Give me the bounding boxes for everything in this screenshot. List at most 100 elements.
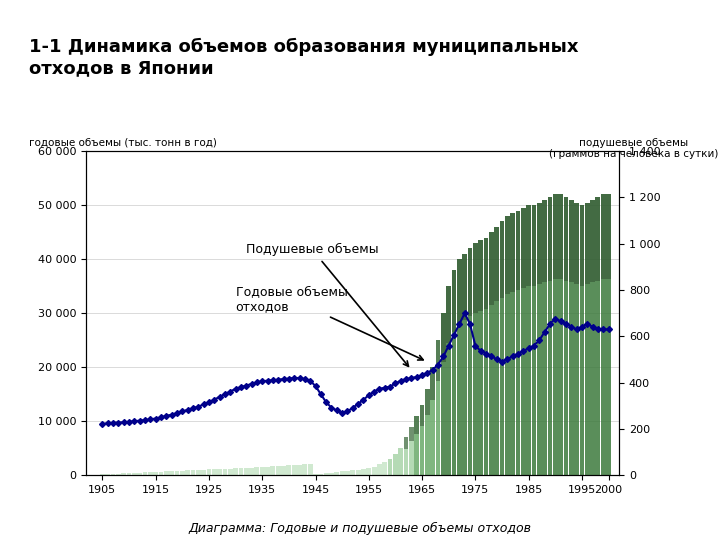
Bar (138, 472, 142, 475)
Bar (414, 416, 419, 475)
Bar (431, 367, 435, 475)
Bar (521, 208, 526, 475)
Bar (143, 472, 148, 475)
Bar (574, 202, 579, 475)
Bar (116, 474, 121, 475)
Bar (516, 211, 521, 290)
Bar (307, 464, 312, 475)
Bar (372, 467, 377, 475)
Bar (531, 205, 536, 286)
Bar (473, 243, 478, 313)
Bar (510, 213, 515, 475)
Bar (547, 197, 552, 280)
Bar (467, 248, 472, 316)
Bar (287, 465, 292, 475)
Bar (127, 473, 132, 475)
Bar (414, 416, 419, 434)
Bar (254, 467, 259, 475)
Bar (409, 427, 414, 475)
Bar (271, 467, 275, 475)
Bar (158, 472, 163, 475)
Text: Годовые объемы
отходов: Годовые объемы отходов (235, 285, 423, 360)
Bar (446, 286, 451, 475)
Bar (265, 467, 270, 475)
Bar (238, 468, 243, 475)
Bar (441, 313, 446, 362)
Bar (260, 467, 265, 475)
Bar (436, 340, 441, 381)
Bar (329, 472, 334, 475)
Bar (398, 448, 403, 475)
Bar (606, 194, 611, 475)
Bar (569, 200, 574, 475)
Bar (340, 471, 345, 475)
Bar (494, 227, 499, 301)
Bar (313, 474, 318, 475)
Bar (451, 270, 456, 475)
Bar (462, 254, 467, 320)
Bar (185, 470, 190, 475)
Bar (196, 470, 201, 475)
Bar (249, 468, 254, 475)
Bar (478, 240, 483, 310)
Bar (505, 216, 510, 475)
Bar (431, 367, 435, 400)
Bar (553, 194, 558, 475)
Bar (580, 205, 585, 475)
Bar (302, 464, 307, 475)
Bar (590, 200, 595, 475)
Bar (574, 202, 579, 284)
Bar (489, 232, 494, 305)
Bar (585, 202, 590, 284)
Bar (121, 473, 126, 475)
Bar (276, 466, 281, 475)
Bar (404, 437, 408, 449)
Bar (494, 227, 499, 475)
Bar (531, 205, 536, 475)
Bar (558, 194, 563, 279)
Bar (233, 468, 238, 475)
Text: Подушевые объемы: Подушевые объемы (246, 244, 408, 366)
Bar (500, 221, 505, 475)
Bar (526, 205, 531, 475)
Bar (500, 221, 505, 298)
Bar (478, 240, 483, 475)
Bar (446, 286, 451, 343)
Bar (484, 238, 488, 309)
Bar (222, 469, 228, 475)
Bar (516, 211, 521, 475)
Bar (409, 427, 414, 441)
Bar (420, 405, 425, 475)
Bar (366, 468, 372, 475)
Bar (217, 469, 222, 475)
Text: 1-1 Динамика объемов образования муниципальных
отходов в Японии: 1-1 Динамика объемов образования муницип… (29, 38, 578, 77)
Bar (425, 389, 430, 415)
Bar (457, 259, 462, 475)
Bar (564, 197, 568, 280)
Bar (457, 259, 462, 324)
Text: годовые объемы (тыс. тонн в год): годовые объемы (тыс. тонн в год) (29, 138, 217, 148)
Bar (169, 471, 174, 475)
Bar (207, 469, 212, 475)
Bar (393, 454, 398, 475)
Bar (467, 248, 472, 475)
Bar (382, 462, 387, 475)
Bar (595, 197, 600, 475)
Bar (600, 194, 606, 279)
Bar (324, 473, 328, 475)
Bar (100, 474, 105, 475)
Bar (569, 200, 574, 282)
Bar (600, 194, 606, 475)
Bar (361, 469, 366, 475)
Bar (351, 470, 355, 475)
Bar (132, 473, 137, 475)
Bar (526, 205, 531, 286)
Bar (345, 471, 350, 475)
Bar (377, 464, 382, 475)
Bar (356, 470, 361, 475)
Bar (564, 197, 568, 475)
Bar (404, 437, 408, 475)
Bar (521, 208, 526, 288)
Bar (212, 469, 217, 475)
Bar (164, 471, 168, 475)
